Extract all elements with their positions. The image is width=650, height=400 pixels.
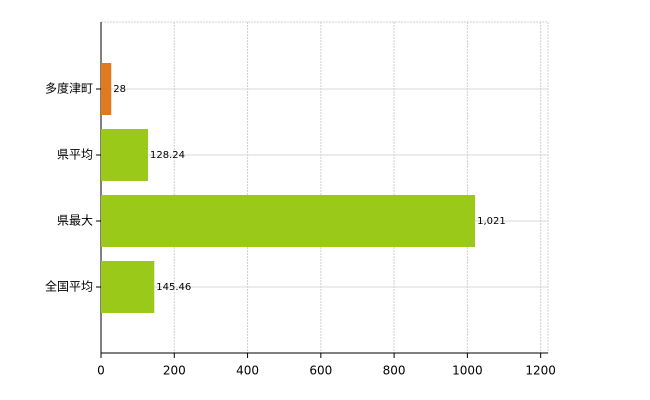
- bar: [101, 63, 112, 115]
- y-tick-label: 多度津町: [45, 81, 93, 96]
- bar: [101, 195, 476, 247]
- value-label: 128.24: [150, 150, 185, 161]
- x-tick-label: 200: [163, 364, 186, 378]
- x-tick-label: 0: [97, 364, 105, 378]
- x-tick-label: 1200: [525, 364, 556, 378]
- x-tick-label: 1000: [452, 364, 483, 378]
- bar: [101, 129, 148, 181]
- y-tick-label: 県平均: [57, 148, 93, 162]
- bar: [101, 261, 155, 313]
- value-label: 145.46: [156, 282, 191, 293]
- x-tick-label: 600: [309, 364, 332, 378]
- y-tick-label: 全国平均: [45, 279, 93, 294]
- value-label: 28: [113, 84, 126, 95]
- x-tick-label: 400: [236, 364, 259, 378]
- value-label: 1,021: [477, 216, 506, 227]
- y-tick-label: 県最大: [57, 214, 93, 228]
- x-tick-label: 800: [383, 364, 406, 378]
